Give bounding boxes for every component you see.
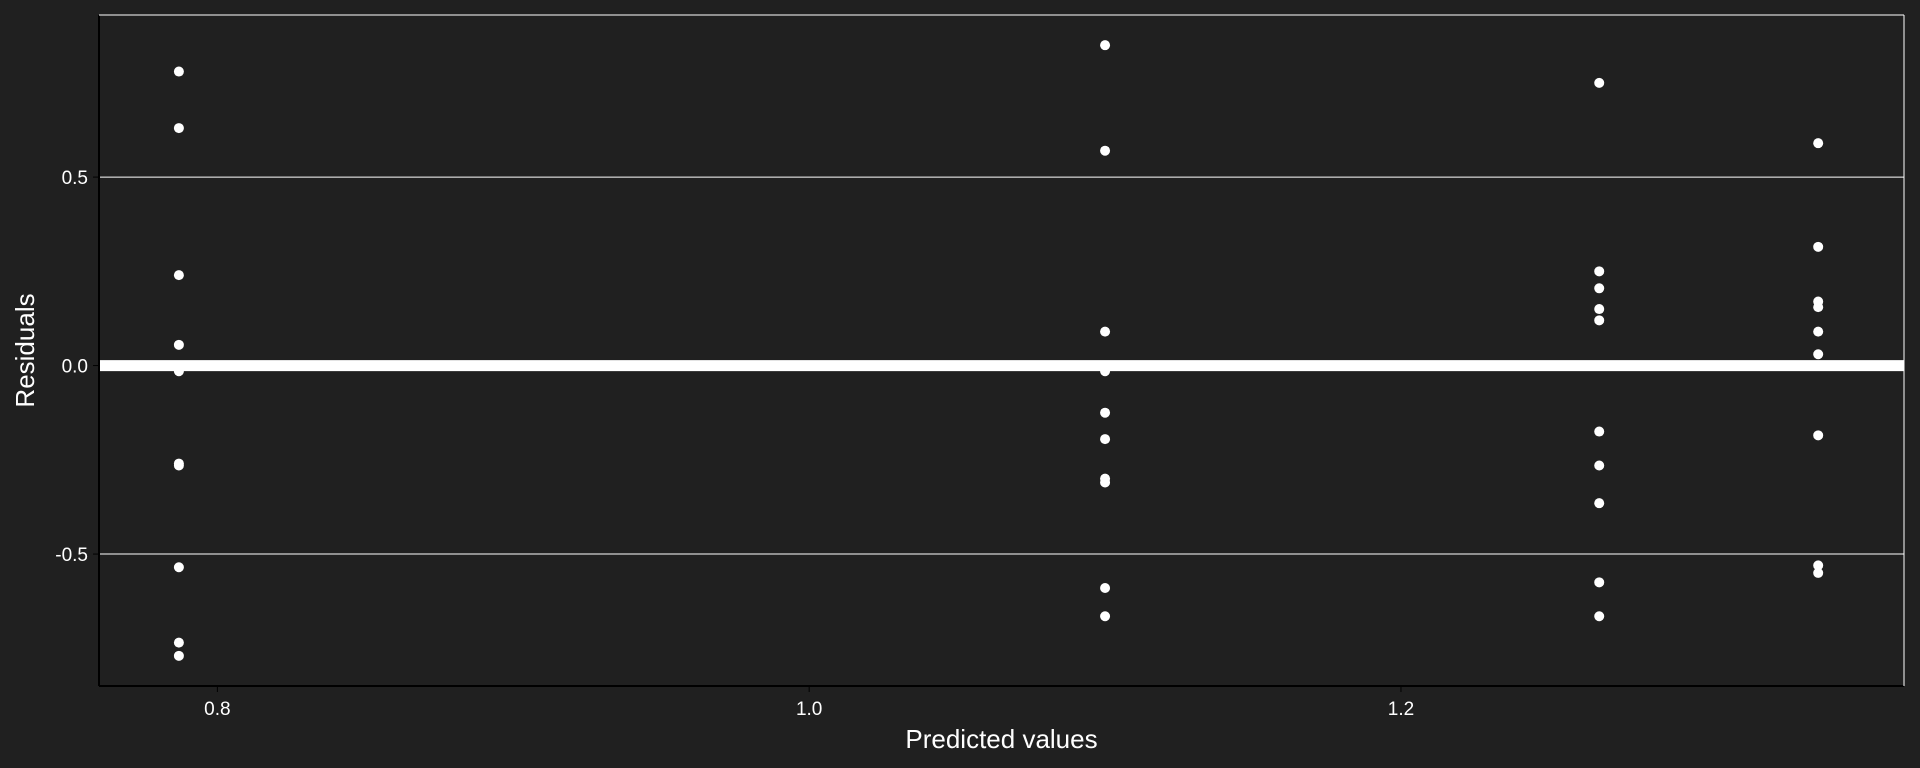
plot-frame — [98, 14, 1905, 687]
data-point-39 — [1813, 567, 1824, 578]
data-point-7 — [173, 460, 184, 471]
data-point-0 — [173, 66, 184, 77]
data-point-18 — [1100, 477, 1111, 488]
data-point-29 — [1594, 577, 1605, 588]
data-point-37 — [1813, 430, 1824, 441]
data-point-5 — [173, 366, 184, 377]
data-point-16 — [1100, 434, 1111, 445]
y-tick-label-2: 0.5 — [62, 168, 88, 189]
data-point-8 — [173, 562, 184, 573]
data-point-21 — [1594, 77, 1605, 88]
data-point-28 — [1594, 498, 1605, 509]
data-point-24 — [1594, 304, 1605, 315]
data-point-22 — [1594, 266, 1605, 277]
data-point-38 — [1813, 560, 1824, 571]
data-point-25 — [1594, 315, 1605, 326]
data-point-12 — [1100, 145, 1111, 156]
data-point-2 — [173, 270, 184, 281]
x-tick-label-2: 1.2 — [1388, 699, 1414, 720]
x-tick-label-1: 1.0 — [796, 699, 822, 720]
data-point-30 — [1594, 611, 1605, 622]
gridlines — [99, 176, 1904, 555]
data-point-23 — [1594, 283, 1605, 294]
data-point-35 — [1813, 326, 1824, 337]
data-point-10 — [173, 650, 184, 661]
y-tick-label-1: 0.0 — [62, 357, 88, 378]
data-point-32 — [1813, 241, 1824, 252]
data-point-20 — [1100, 611, 1111, 622]
data-point-3 — [173, 339, 184, 350]
y-axis-title: Residuals — [10, 293, 40, 407]
x-axis-ticks: 0.8 1.0 1.2 — [204, 686, 1414, 720]
data-point-31 — [1813, 138, 1824, 149]
data-point-19 — [1100, 582, 1111, 593]
data-point-26 — [1594, 426, 1605, 437]
x-tick-label-0: 0.8 — [204, 699, 230, 720]
data-point-36 — [1813, 349, 1824, 360]
data-point-1 — [173, 123, 184, 134]
data-point-15 — [1100, 407, 1111, 418]
data-point-13 — [1100, 326, 1111, 337]
data-point-11 — [1100, 40, 1111, 51]
data-points — [173, 40, 1824, 661]
data-point-34 — [1813, 302, 1824, 313]
y-axis-ticks: -0.5 0.0 0.5 — [55, 168, 99, 566]
y-tick-label-0: -0.5 — [55, 545, 88, 566]
data-point-9 — [173, 637, 184, 648]
data-point-14 — [1100, 366, 1111, 377]
data-point-27 — [1594, 460, 1605, 471]
x-axis-title: Predicted values — [905, 724, 1097, 754]
